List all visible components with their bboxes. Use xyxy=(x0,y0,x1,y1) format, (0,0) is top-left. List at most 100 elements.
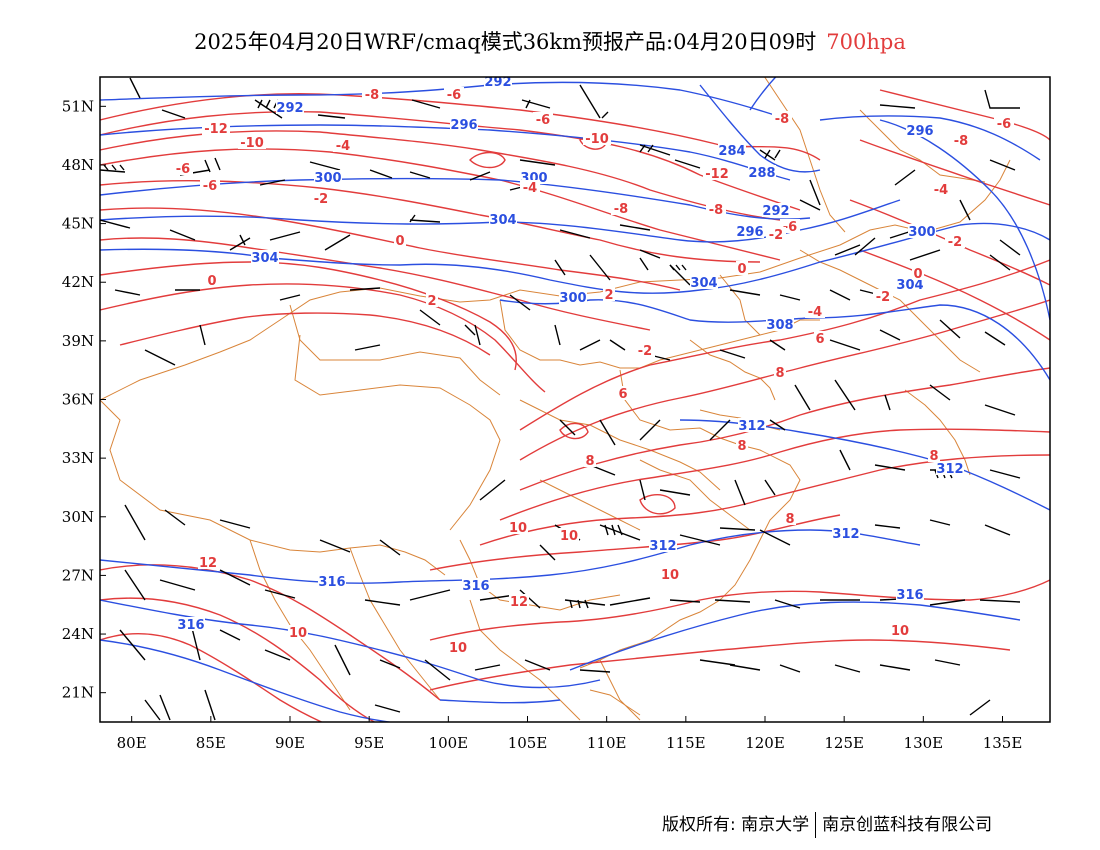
height-contour-label-bg xyxy=(738,418,766,432)
temperature-contour-label-bg xyxy=(772,111,792,125)
height-contour-label: 296 xyxy=(736,225,763,240)
temperature-contour-label: 10 xyxy=(509,521,527,536)
lon-tick-label: 90E xyxy=(275,734,305,752)
height-contour-label: 312 xyxy=(649,539,676,554)
temperature-contour-label: -12 xyxy=(204,122,228,137)
temperature-contour-label: 2 xyxy=(604,288,613,303)
temperature-contour-label-bg xyxy=(509,594,529,608)
temperature-contour-label-bg xyxy=(766,227,786,241)
temperature-contour-label-bg xyxy=(703,166,731,180)
temperature-contour-label-bg xyxy=(173,161,193,175)
temperature-contour-label: 2 xyxy=(427,294,436,309)
pressure-level: 700hpa xyxy=(826,30,906,54)
temperature-contour-label: 10 xyxy=(560,529,578,544)
temperature-contour-label-bg xyxy=(805,304,825,318)
temperature-contour-label-bg xyxy=(200,178,220,192)
temperature-contour-label: -4 xyxy=(808,305,822,320)
height-contour-label: 316 xyxy=(462,579,489,594)
temperature-contour-label: 8 xyxy=(775,366,784,381)
height-contour-label-bg xyxy=(748,165,776,179)
temperature-contour-label: -4 xyxy=(523,181,537,196)
height-contour-label-bg xyxy=(690,275,718,289)
temperature-contour-label: 10 xyxy=(449,641,467,656)
temperature-contour-label: -2 xyxy=(876,290,890,305)
lon-tick-label: 115E xyxy=(666,734,706,752)
lat-tick-label: 39N xyxy=(62,332,94,350)
title-text: 2025年04月20日WRF/cmaq模式36km预报产品:04月20日09时 xyxy=(194,30,817,54)
height-contour-label: 300 xyxy=(908,225,935,240)
height-contour-label: 312 xyxy=(738,419,765,434)
temperature-contour-label-bg xyxy=(533,112,553,126)
height-contour-label: 312 xyxy=(832,527,859,542)
lat-tick-label: 48N xyxy=(62,156,94,174)
temperature-contour-label-bg xyxy=(994,116,1014,130)
height-contour-label: 316 xyxy=(177,618,204,633)
height-contour-label-bg xyxy=(896,587,924,601)
height-contour-label: 304 xyxy=(489,213,516,228)
height-contour-label-bg xyxy=(762,203,790,217)
height-contours xyxy=(100,77,1050,722)
height-contour-label-bg xyxy=(484,77,512,88)
temperature-contour-label: -4 xyxy=(336,139,350,154)
temperature-contour-label-bg xyxy=(945,234,965,248)
temperature-contour-label: 10 xyxy=(289,626,307,641)
temperature-contour-label-bg xyxy=(611,201,631,215)
temperature-contour-label: -6 xyxy=(997,117,1011,132)
height-contour-label-bg xyxy=(318,574,346,588)
temperature-contour-label: -10 xyxy=(585,132,609,147)
lat-tick-label: 42N xyxy=(62,273,94,291)
temperature-contour-label-bg xyxy=(736,261,748,275)
lon-tick-label: 110E xyxy=(587,734,627,752)
lat-tick-label: 45N xyxy=(62,215,94,233)
height-contour-label-bg xyxy=(649,538,677,552)
lon-tick-label: 95E xyxy=(354,734,384,752)
lon-tick-label: 120E xyxy=(745,734,785,752)
temperature-labels: -8 -6-6 -8-12-10-6-4-6-8-10-12-8-6-2-4 -4-2… xyxy=(173,87,1014,656)
lon-tick-label: 85E xyxy=(196,734,226,752)
temperature-contour-label: -2 xyxy=(638,344,652,359)
temperature-contour-label-bg xyxy=(584,453,596,467)
height-contour-label-bg xyxy=(276,100,304,114)
height-contour-label-bg xyxy=(251,250,279,264)
temperature-contour-label: 10 xyxy=(661,568,679,583)
height-contour-label-bg xyxy=(450,117,478,131)
temperature-contour-label-bg xyxy=(928,448,940,462)
temperature-contour-label-bg xyxy=(617,386,629,400)
temperature-contour-label-bg xyxy=(736,438,748,452)
height-contour-label: 312 xyxy=(936,462,963,477)
height-contour-label: 288 xyxy=(748,166,775,181)
temperature-contour-label: -2 xyxy=(769,228,783,243)
height-contour-label-bg xyxy=(736,224,764,238)
lat-tick-label: 51N xyxy=(62,97,94,115)
temperature-contour-label: 6 xyxy=(815,332,824,347)
temperature-contour-label: -10 xyxy=(240,136,264,151)
temperature-contour-label: -2 xyxy=(948,235,962,250)
height-contour-label: 316 xyxy=(318,575,345,590)
temperature-contour-label-bg xyxy=(706,202,726,216)
temperature-contour-label: -6 xyxy=(203,179,217,194)
height-contour-label: 304 xyxy=(896,278,923,293)
temperature-contour-label-bg xyxy=(311,191,331,205)
temperature-contour-label-bg xyxy=(362,87,382,101)
lat-tick-label: 36N xyxy=(62,391,94,409)
temperature-contour-label-bg xyxy=(288,625,308,639)
height-contour-label-bg xyxy=(489,212,517,226)
border-lines xyxy=(100,77,1011,721)
temperature-contour-label: -12 xyxy=(705,167,729,182)
height-contour-label-bg xyxy=(766,317,794,331)
height-contour-label-bg xyxy=(718,143,746,157)
temperature-contour-label: 8 xyxy=(929,449,938,464)
temperature-contour-label-bg xyxy=(238,135,266,149)
temperature-contour-label-bg xyxy=(784,511,796,525)
temperature-contour-label-bg xyxy=(520,180,540,194)
temperature-contour-label: -6 xyxy=(536,113,550,128)
height-contour-label: 292 xyxy=(276,101,303,116)
lon-tick-label: 105E xyxy=(508,734,548,752)
height-contour-label: 296 xyxy=(450,118,477,133)
lat-tick-label: 33N xyxy=(62,449,94,467)
temperature-contour-label: -6 xyxy=(783,220,797,235)
temperature-contour-label: 10 xyxy=(891,624,909,639)
lon-tick-label: 130E xyxy=(904,734,944,752)
temperature-contour-label-bg xyxy=(426,293,438,307)
